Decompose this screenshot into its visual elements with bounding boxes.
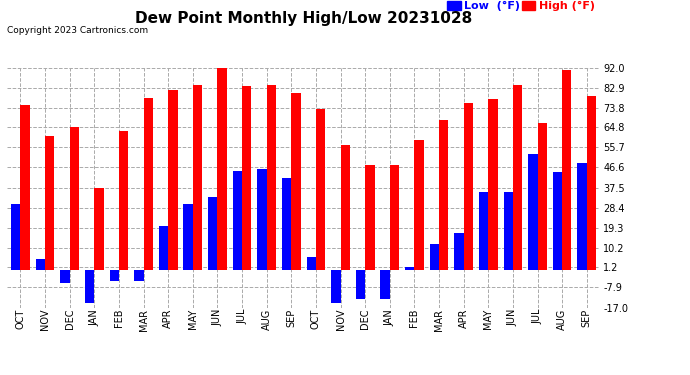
Bar: [70, 127, 79, 270]
Bar: [489, 99, 497, 270]
Bar: [110, 270, 119, 281]
Bar: [168, 90, 177, 270]
Bar: [454, 232, 464, 270]
Bar: [316, 110, 325, 270]
Bar: [11, 204, 21, 270]
Bar: [21, 105, 30, 270]
Bar: [578, 163, 586, 270]
Bar: [217, 68, 227, 270]
Bar: [341, 145, 350, 270]
Bar: [193, 85, 202, 270]
Bar: [208, 197, 217, 270]
Bar: [415, 140, 424, 270]
Bar: [159, 226, 168, 270]
Bar: [134, 270, 144, 281]
Bar: [331, 270, 341, 303]
Bar: [184, 204, 193, 270]
Bar: [45, 136, 55, 270]
Bar: [356, 270, 365, 299]
Bar: [528, 154, 538, 270]
Bar: [504, 192, 513, 270]
Legend: Low  (°F), High (°F): Low (°F), High (°F): [447, 1, 595, 11]
Bar: [479, 192, 489, 270]
Bar: [36, 259, 45, 270]
Bar: [85, 270, 95, 303]
Bar: [430, 244, 439, 270]
Bar: [119, 131, 128, 270]
Bar: [306, 257, 316, 270]
Bar: [553, 172, 562, 270]
Bar: [282, 178, 291, 270]
Text: Dew Point Monthly High/Low 20231028: Dew Point Monthly High/Low 20231028: [135, 11, 472, 26]
Bar: [365, 165, 375, 270]
Bar: [405, 267, 415, 270]
Bar: [291, 93, 301, 270]
Bar: [538, 123, 547, 270]
Bar: [380, 270, 390, 299]
Bar: [242, 86, 251, 270]
Bar: [266, 85, 276, 270]
Bar: [390, 165, 399, 270]
Bar: [60, 270, 70, 283]
Text: Copyright 2023 Cartronics.com: Copyright 2023 Cartronics.com: [7, 26, 148, 35]
Bar: [257, 169, 266, 270]
Bar: [586, 96, 596, 270]
Bar: [95, 188, 103, 270]
Bar: [513, 85, 522, 270]
Bar: [439, 120, 449, 270]
Bar: [464, 103, 473, 270]
Bar: [562, 70, 571, 270]
Bar: [144, 98, 153, 270]
Bar: [233, 171, 242, 270]
